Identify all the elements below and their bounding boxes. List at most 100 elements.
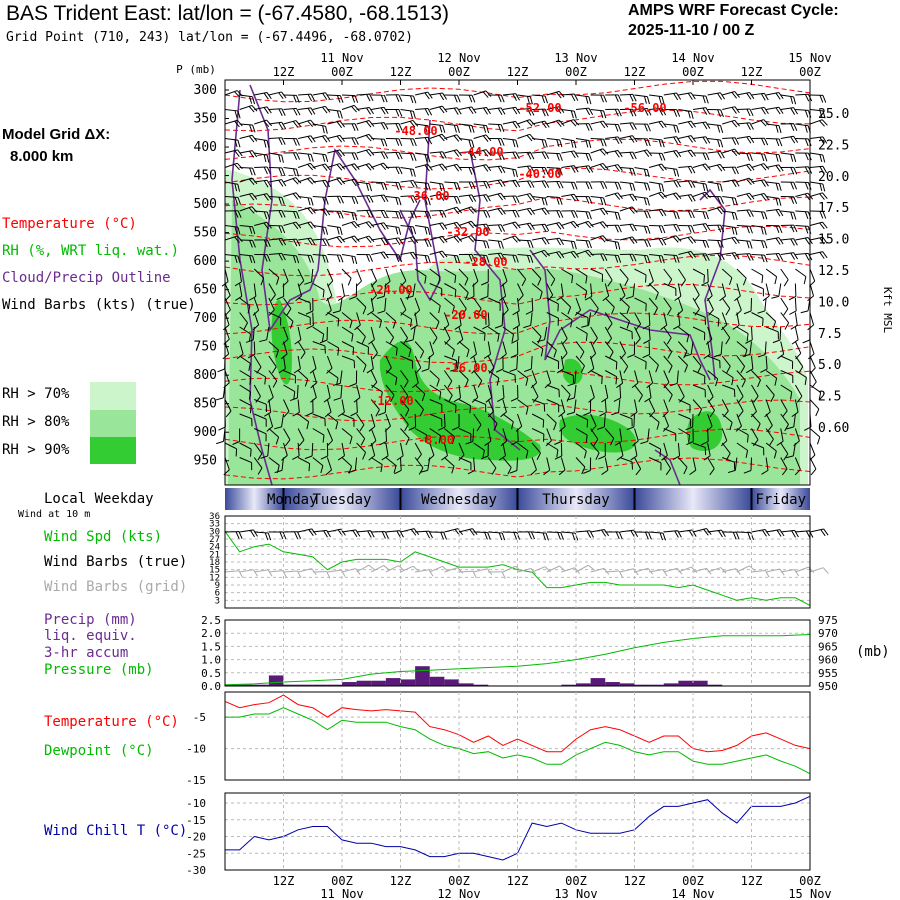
wind-barb-flag	[720, 324, 728, 331]
wind-barb	[356, 442, 367, 460]
wind-barb-shaft	[677, 283, 682, 297]
wind-barb-flag	[647, 138, 651, 147]
isotherm-line	[224, 109, 811, 132]
wind-barb	[663, 136, 682, 144]
wind-barb-grid-shaft	[415, 569, 430, 573]
wind-barb	[722, 384, 736, 398]
wind-barb-flag	[351, 255, 355, 264]
wind-barb-shaft	[327, 94, 341, 97]
wind-barb-grid-shaft	[619, 568, 634, 573]
wind-barb-flag	[717, 196, 721, 204]
wind-barb	[663, 167, 680, 177]
wind-barb-flag	[593, 439, 599, 446]
rh90-region-5	[563, 358, 583, 385]
wind-barb-shaft	[546, 297, 559, 305]
wind-barb-shaft	[312, 326, 324, 335]
wind-barb-flag	[266, 155, 270, 163]
wind-barb-flag	[292, 193, 299, 200]
wind-barb-true	[736, 531, 754, 540]
wind-barb	[465, 428, 475, 445]
wind-barb	[619, 151, 637, 160]
wind-barb-flag	[497, 397, 505, 402]
wind-barb-flag	[525, 378, 529, 386]
wind-barb-flag	[570, 165, 576, 173]
wind-barb-flag	[442, 125, 446, 133]
wind-barb	[721, 268, 733, 286]
height-tick-label: 22.5	[818, 138, 849, 153]
wind-barb-true-flag	[528, 531, 532, 540]
isotherm-line	[224, 225, 811, 248]
wind-barb	[268, 108, 286, 116]
wind-barb-flag	[600, 253, 605, 262]
wind-barb	[429, 326, 438, 345]
wind-barb-flag	[453, 164, 460, 172]
wind-barb-shaft	[473, 413, 482, 425]
wind-barb	[605, 355, 618, 370]
wind-barb-shaft	[794, 312, 798, 326]
wind-barb-shaft	[326, 268, 334, 282]
wind-barb	[605, 123, 622, 132]
wind-barb-flag	[322, 255, 326, 263]
wind-barb	[780, 413, 789, 432]
wind-barb-grid-shaft	[751, 570, 766, 573]
height-tick-label: 15.0	[818, 233, 849, 248]
wind-barb-flag	[509, 470, 518, 474]
wind-barb-shaft	[473, 134, 487, 139]
wind-barb-shaft	[809, 236, 823, 241]
wind-barb-flag	[483, 255, 487, 263]
wind-barb-flag	[778, 253, 784, 261]
wind-barb-true	[532, 531, 549, 541]
wind-barb-flag	[380, 182, 385, 190]
wind-barb-shaft	[429, 181, 443, 185]
wind-barb-shaft	[560, 399, 566, 413]
wind-barb-shaft	[736, 312, 740, 326]
wind-barb-flag	[746, 434, 749, 443]
wind-barb	[575, 107, 594, 116]
legend-wind-barbs-true: Wind Barbs (true)	[44, 554, 188, 570]
wind-barb-flag	[745, 450, 749, 458]
wind-barb	[442, 312, 450, 331]
wind-barb-flag	[218, 426, 226, 431]
wind-barb-shaft	[400, 236, 414, 241]
wind-barb-shaft	[312, 428, 325, 436]
wind-barb	[634, 457, 642, 476]
wind-barb	[500, 341, 507, 360]
wind-barb-shaft	[765, 413, 773, 426]
wind-barb-flag	[354, 123, 359, 131]
wind-barb-flag	[600, 110, 604, 118]
wind-barb-flag	[354, 137, 359, 145]
wind-barb-flag	[720, 252, 725, 260]
wind-barb-flag	[658, 139, 662, 148]
wind-barb-shaft	[648, 457, 662, 464]
wind-barb-flag	[294, 339, 302, 345]
wind-barb-flag	[512, 169, 515, 177]
wind-barb-shaft	[239, 150, 253, 154]
wind-barb-flag	[234, 183, 238, 192]
grid-point-label: Grid Point (710, 243) lat/lon = (-67.449…	[6, 30, 413, 45]
wind-barb-shaft	[677, 297, 684, 311]
wind-barb	[444, 107, 462, 115]
wind-barb-flag	[237, 110, 241, 119]
wind-barb-shaft	[356, 442, 366, 453]
wind-barb-grid	[356, 564, 376, 573]
wind-barb-flag	[760, 226, 764, 235]
wind-barb-grid	[444, 567, 464, 574]
wind-barb	[530, 457, 537, 476]
wind-barb-shaft	[473, 457, 476, 471]
wind-barb-shaft	[560, 457, 566, 471]
wind-barb-flag	[412, 111, 416, 119]
wind-barb-shaft	[546, 442, 559, 451]
wind-barb-grid	[458, 570, 477, 579]
wind-barb-flag	[453, 196, 458, 204]
wind-barb	[224, 138, 241, 148]
wind-barb	[429, 210, 447, 218]
wind-barb-shaft	[444, 457, 455, 467]
wind-barb-shaft	[502, 151, 516, 154]
wind-barb-shaft	[634, 167, 648, 171]
wind-barb-shaft	[341, 268, 352, 279]
weekday-segment	[751, 488, 810, 510]
wind-barb	[327, 94, 344, 103]
wind-barb-shaft	[428, 355, 431, 370]
wind-barb-flag	[514, 375, 516, 383]
wind-barb-flag	[326, 440, 333, 447]
